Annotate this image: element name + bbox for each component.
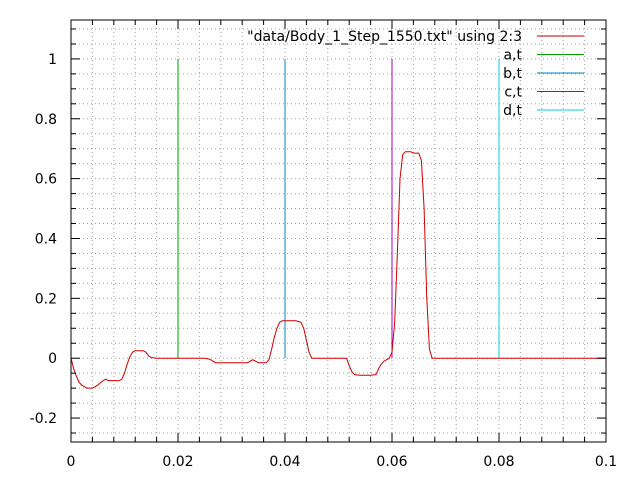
y-tick-label: -0.2 <box>30 411 57 427</box>
legend-label: "data/Body_1_Step_1550.txt" using 2:3 <box>247 29 522 45</box>
x-tick-label: 0.06 <box>376 454 407 470</box>
y-tick-label: 0 <box>48 351 57 367</box>
axis-ticks: 0 0.02 0.04 0.06 0.08 0.1 -0.2 0 0.2 0.4 0.6 0.8 1 <box>30 20 617 470</box>
legend-label: b,t <box>503 66 522 82</box>
x-tick-label: 0 <box>67 454 76 470</box>
x-tick-label: 0.02 <box>162 454 193 470</box>
legend: "data/Body_1_Step_1550.txt" using 2:3 a,t… <box>247 29 584 119</box>
x-tick-label: 0.1 <box>595 454 617 470</box>
x-tick-label: 0.08 <box>483 454 514 470</box>
y-tick-label: 0.6 <box>35 172 57 188</box>
y-tick-label: 1 <box>48 52 57 68</box>
series-line-data-body-1-step-1550-txt-using-2-3 <box>70 151 606 389</box>
legend-label: d,t <box>503 103 522 119</box>
x-tick-label: 0.04 <box>269 454 300 470</box>
plot-frame <box>70 19 607 443</box>
legend-label: c,t <box>504 85 522 101</box>
grid <box>71 20 606 442</box>
y-tick-label: 0.4 <box>35 231 57 247</box>
legend-label: a,t <box>503 48 522 64</box>
plot-series <box>70 58 606 389</box>
y-tick-label: 0.2 <box>35 291 57 307</box>
y-tick-label: 0.8 <box>35 112 57 128</box>
